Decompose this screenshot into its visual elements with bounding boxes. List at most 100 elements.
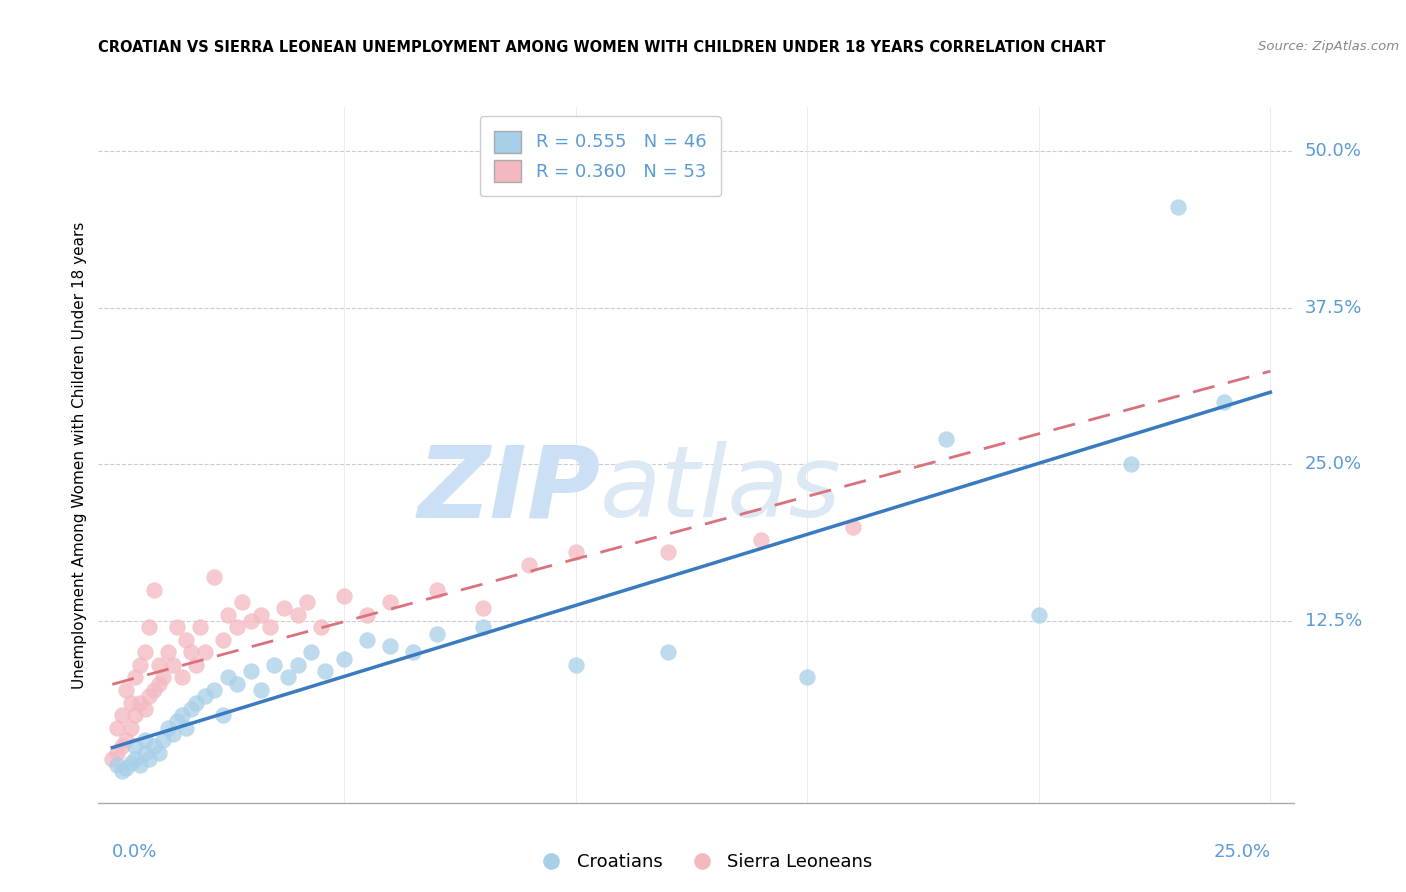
Point — [105, 758, 128, 772]
Point — [101, 752, 124, 766]
Point — [188, 620, 211, 634]
Point — [402, 645, 425, 659]
Point — [935, 432, 957, 446]
Point — [1167, 200, 1189, 214]
Point — [134, 645, 156, 659]
Point — [231, 595, 253, 609]
Point — [301, 645, 323, 659]
Point — [226, 676, 249, 690]
Legend: Croatians, Sierra Leoneans: Croatians, Sierra Leoneans — [526, 847, 880, 879]
Text: 50.0%: 50.0% — [1305, 142, 1361, 160]
Point — [273, 601, 295, 615]
Point — [564, 545, 586, 559]
Point — [156, 721, 179, 735]
Point — [176, 632, 198, 647]
Point — [166, 620, 188, 634]
Text: atlas: atlas — [600, 442, 842, 538]
Point — [1213, 394, 1236, 409]
Text: 12.5%: 12.5% — [1305, 612, 1362, 630]
Point — [1121, 458, 1143, 472]
Point — [226, 620, 249, 634]
Point — [517, 558, 540, 572]
Point — [277, 670, 299, 684]
Point — [249, 607, 271, 622]
Point — [217, 670, 239, 684]
Point — [120, 756, 142, 770]
Point — [152, 733, 174, 747]
Point — [796, 670, 818, 684]
Point — [212, 632, 235, 647]
Point — [115, 761, 138, 775]
Point — [380, 595, 402, 609]
Point — [110, 764, 132, 779]
Point — [115, 683, 138, 698]
Legend: R = 0.555   N = 46, R = 0.360   N = 53: R = 0.555 N = 46, R = 0.360 N = 53 — [479, 116, 721, 196]
Point — [426, 582, 449, 597]
Point — [148, 657, 170, 672]
Point — [184, 657, 207, 672]
Point — [120, 696, 142, 710]
Point — [105, 721, 128, 735]
Point — [295, 595, 318, 609]
Point — [240, 614, 263, 628]
Point — [356, 607, 378, 622]
Point — [143, 739, 166, 754]
Point — [842, 520, 865, 534]
Point — [184, 696, 207, 710]
Point — [657, 645, 679, 659]
Point — [138, 620, 160, 634]
Point — [426, 626, 449, 640]
Point — [180, 645, 202, 659]
Point — [471, 620, 494, 634]
Text: 37.5%: 37.5% — [1305, 299, 1362, 317]
Point — [471, 601, 494, 615]
Point — [564, 657, 586, 672]
Point — [202, 570, 225, 584]
Text: 25.0%: 25.0% — [1213, 843, 1271, 861]
Text: 0.0%: 0.0% — [112, 843, 157, 861]
Point — [287, 657, 309, 672]
Point — [124, 670, 146, 684]
Point — [143, 683, 166, 698]
Point — [170, 670, 193, 684]
Point — [166, 714, 188, 729]
Point — [333, 589, 356, 603]
Point — [148, 746, 170, 760]
Point — [657, 545, 679, 559]
Point — [380, 639, 402, 653]
Point — [314, 664, 336, 678]
Point — [176, 721, 198, 735]
Point — [115, 733, 138, 747]
Point — [110, 739, 132, 754]
Point — [124, 739, 146, 754]
Point — [124, 752, 146, 766]
Point — [212, 708, 235, 723]
Point — [138, 752, 160, 766]
Point — [162, 657, 184, 672]
Point — [134, 702, 156, 716]
Point — [156, 645, 179, 659]
Point — [105, 746, 128, 760]
Text: ZIP: ZIP — [418, 442, 600, 538]
Point — [356, 632, 378, 647]
Point — [152, 670, 174, 684]
Point — [148, 676, 170, 690]
Point — [249, 683, 271, 698]
Point — [194, 690, 217, 704]
Point — [134, 733, 156, 747]
Text: 25.0%: 25.0% — [1305, 455, 1362, 474]
Point — [129, 758, 152, 772]
Point — [202, 683, 225, 698]
Point — [129, 657, 152, 672]
Text: Source: ZipAtlas.com: Source: ZipAtlas.com — [1258, 40, 1399, 54]
Point — [138, 690, 160, 704]
Y-axis label: Unemployment Among Women with Children Under 18 years: Unemployment Among Women with Children U… — [72, 221, 87, 689]
Point — [287, 607, 309, 622]
Text: CROATIAN VS SIERRA LEONEAN UNEMPLOYMENT AMONG WOMEN WITH CHILDREN UNDER 18 YEARS: CROATIAN VS SIERRA LEONEAN UNEMPLOYMENT … — [98, 40, 1107, 55]
Point — [217, 607, 239, 622]
Point — [749, 533, 772, 547]
Point — [180, 702, 202, 716]
Point — [162, 727, 184, 741]
Point — [309, 620, 332, 634]
Point — [1028, 607, 1050, 622]
